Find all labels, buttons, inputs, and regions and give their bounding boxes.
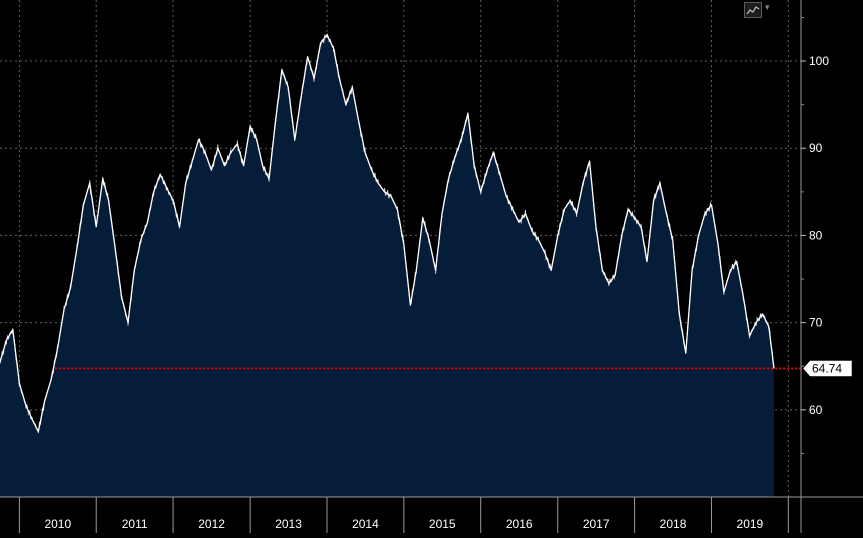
chevron-down-icon[interactable]: ▾: [765, 3, 770, 13]
y-tick-label: 90: [809, 141, 823, 155]
line-chart-icon: [746, 6, 760, 15]
x-tick-label: 2016: [506, 517, 533, 531]
x-tick-label: 2019: [737, 517, 764, 531]
series-area: [0, 34, 774, 498]
chart-style-button[interactable]: [744, 2, 762, 18]
tick-labels: 60 70 80 90 100 2010 2011 2012 2013 2014 2015 2016 2…: [44, 54, 853, 531]
y-tick-label: 80: [809, 228, 823, 242]
area-layer: [0, 33, 801, 498]
x-tick-label: 2018: [660, 517, 687, 531]
y-tick-label: 60: [809, 403, 823, 417]
x-tick-label: 2017: [583, 517, 610, 531]
current-value-tag: [802, 360, 853, 377]
x-tick-label: 2013: [275, 517, 302, 531]
x-tick-label: 2015: [429, 517, 456, 531]
x-tick-label: 2010: [44, 517, 71, 531]
x-tick-label: 2012: [198, 517, 225, 531]
x-tick-label: 2014: [352, 517, 379, 531]
y-tick-label: 70: [809, 316, 823, 330]
series-line-detail: [0, 33, 775, 434]
x-tick-label: 2011: [122, 517, 148, 531]
current-value-label: 64.74: [812, 361, 842, 375]
y-tick-label: 100: [809, 54, 829, 68]
